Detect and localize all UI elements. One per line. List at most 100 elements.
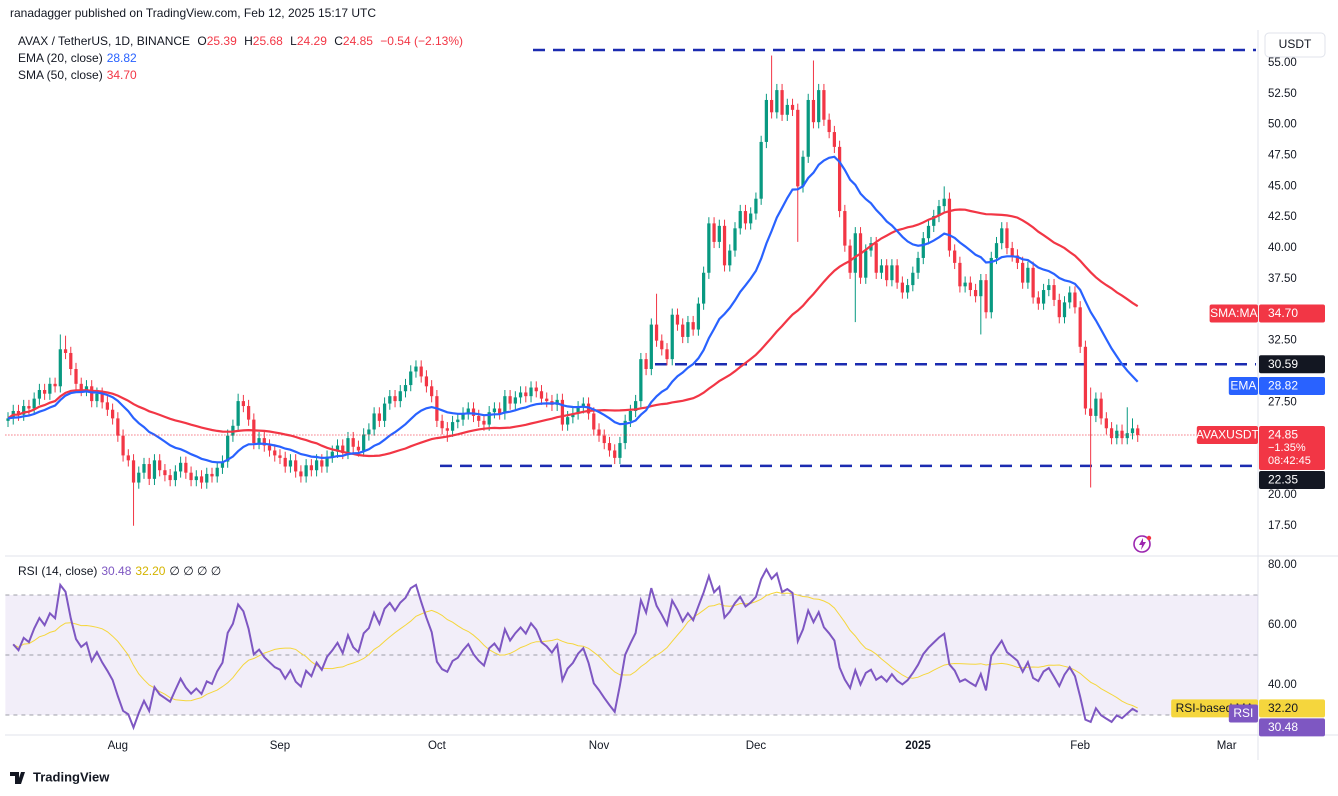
price-tag-name-box	[1228, 704, 1258, 723]
candle-body	[1089, 408, 1093, 416]
currency-button[interactable]	[1264, 32, 1326, 58]
ohlc-value: 25.68	[253, 34, 283, 48]
candle-body	[895, 265, 899, 283]
candle-body	[372, 413, 376, 430]
alert-icon[interactable]	[1133, 535, 1152, 553]
rsi-name: RSI (14, close)	[18, 564, 97, 578]
y-tick-label: 37.50	[1268, 273, 1297, 285]
candle-body	[654, 324, 659, 341]
candle-body	[314, 460, 319, 471]
y-tick-label: 47.50	[1268, 150, 1297, 162]
candle-body	[351, 438, 355, 447]
ohlc-key: H	[244, 34, 253, 48]
candle-body	[681, 324, 685, 337]
candle-body	[623, 420, 627, 444]
price-tag-box	[1259, 699, 1325, 718]
ohlc-value: 25.39	[207, 34, 237, 48]
candle-body	[63, 349, 68, 353]
candle-body	[335, 445, 340, 452]
candle-body	[817, 90, 821, 123]
rsi-extras: ∅ ∅ ∅ ∅	[169, 564, 221, 578]
candle-body	[262, 438, 266, 446]
candle-body	[979, 280, 983, 297]
candle-body	[686, 322, 690, 337]
rsi-tick-label: 40.00	[1268, 679, 1297, 691]
candle-body	[670, 314, 674, 360]
candle-body	[665, 349, 669, 360]
candle-body	[257, 438, 261, 444]
brand-name: TradingView	[33, 769, 110, 784]
candle-body	[398, 391, 402, 402]
candle-body	[236, 401, 240, 426]
candle-body	[581, 403, 585, 408]
candle-body	[560, 399, 565, 425]
publisher-line: ranadagger published on TradingView.com,…	[10, 6, 376, 20]
ema-legend: EMA (20, close) 28.82	[18, 51, 137, 65]
candle-body	[1015, 255, 1020, 263]
candle-body	[1130, 428, 1135, 434]
candle-body	[1115, 430, 1119, 439]
candle-body	[717, 225, 721, 242]
price-tag-name-box	[1196, 426, 1258, 445]
candle-body	[53, 383, 57, 387]
candle-body	[994, 243, 999, 258]
candle-body	[126, 455, 130, 461]
candle-body	[69, 352, 73, 370]
price-tag-name: RSI	[1233, 706, 1253, 720]
price-pane	[5, 48, 1258, 526]
candle-body	[105, 402, 110, 410]
candle-body	[492, 408, 497, 413]
candle-body	[1021, 262, 1025, 283]
candle-body	[137, 472, 141, 483]
candle-body	[607, 443, 612, 451]
candle-body	[58, 349, 62, 387]
price-tag-box	[1259, 304, 1325, 323]
price-tag-value: 30.48	[1268, 720, 1298, 734]
candle-body	[142, 464, 146, 473]
candle-body	[675, 314, 680, 325]
candle-body	[529, 387, 533, 397]
candle-body	[278, 455, 282, 458]
candle-body	[738, 211, 742, 229]
candle-body	[173, 471, 178, 481]
candle-body	[911, 272, 915, 286]
candle-body	[837, 146, 842, 212]
candle-body	[534, 387, 538, 392]
price-tag-value: 22.35	[1268, 473, 1298, 487]
candle-body	[853, 233, 857, 273]
candle-body	[409, 371, 413, 386]
candle-body	[566, 417, 570, 425]
candle-body	[775, 90, 779, 113]
candle-body	[430, 386, 434, 397]
candle-body	[32, 398, 36, 409]
candle-body	[27, 406, 31, 409]
candle-body	[508, 396, 512, 404]
candle-body	[973, 290, 978, 297]
change: −0.54 (−2.13%)	[380, 34, 463, 48]
brand: TradingView	[10, 769, 110, 784]
candle-body	[613, 450, 617, 458]
candle-body	[1062, 302, 1067, 318]
candle-body	[1078, 307, 1082, 347]
candle-body	[702, 272, 706, 304]
candle-body	[722, 225, 727, 266]
candle-body	[178, 462, 183, 472]
candle-body	[1026, 267, 1030, 283]
rsi-legend: RSI (14, close) 30.48 32.20 ∅ ∅ ∅ ∅	[18, 564, 221, 578]
candle-body	[1000, 228, 1004, 244]
candle-body	[168, 475, 172, 481]
candle-body	[712, 223, 716, 242]
candle-body	[158, 460, 162, 471]
price-tag-detail: 08:42:45	[1268, 455, 1311, 467]
candle-body	[1031, 267, 1035, 298]
candle-body	[403, 385, 408, 392]
candle-body	[461, 413, 465, 420]
candle-body	[733, 228, 737, 251]
sma-line	[7, 208, 1139, 458]
candle-body	[450, 422, 455, 431]
candle-body	[346, 438, 350, 453]
candle-body	[110, 409, 115, 419]
candle-body	[618, 443, 622, 458]
candle-body	[215, 467, 219, 477]
candle-body	[199, 476, 204, 483]
